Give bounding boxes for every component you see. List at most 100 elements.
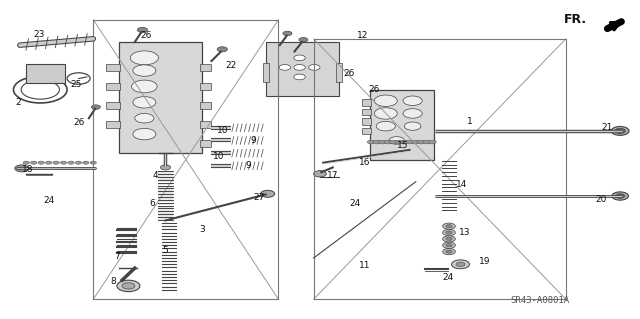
Circle shape <box>60 161 67 164</box>
Circle shape <box>417 140 425 144</box>
Text: 11: 11 <box>359 261 371 271</box>
Text: 23: 23 <box>33 30 45 39</box>
FancyBboxPatch shape <box>106 102 120 109</box>
Text: 17: 17 <box>327 171 339 180</box>
Circle shape <box>135 114 154 123</box>
Text: 5: 5 <box>163 246 168 255</box>
Text: 20: 20 <box>595 195 607 204</box>
FancyBboxPatch shape <box>370 90 434 160</box>
Text: 2: 2 <box>16 98 21 107</box>
Circle shape <box>404 122 421 130</box>
Text: 26: 26 <box>369 85 380 94</box>
Circle shape <box>374 108 397 119</box>
Text: 10: 10 <box>217 126 228 135</box>
Circle shape <box>446 237 452 241</box>
Text: 24: 24 <box>43 196 54 205</box>
FancyBboxPatch shape <box>26 64 65 83</box>
Circle shape <box>217 47 227 52</box>
Text: 10: 10 <box>213 152 225 161</box>
Text: 24: 24 <box>442 272 453 281</box>
Circle shape <box>294 74 305 80</box>
Circle shape <box>294 64 305 70</box>
Circle shape <box>138 27 148 33</box>
Text: SR43-A0801A: SR43-A0801A <box>511 296 570 305</box>
Circle shape <box>446 231 452 234</box>
FancyBboxPatch shape <box>200 102 211 109</box>
Circle shape <box>456 262 465 267</box>
Circle shape <box>452 260 469 269</box>
Text: 15: 15 <box>397 141 409 150</box>
Circle shape <box>367 140 375 144</box>
Circle shape <box>403 96 422 106</box>
Circle shape <box>615 128 625 133</box>
Circle shape <box>299 38 308 42</box>
Circle shape <box>308 64 320 70</box>
Text: 24: 24 <box>349 199 361 208</box>
Text: 19: 19 <box>479 257 490 266</box>
Circle shape <box>443 242 456 249</box>
Circle shape <box>294 55 305 61</box>
Circle shape <box>279 64 291 70</box>
FancyBboxPatch shape <box>336 63 342 82</box>
Circle shape <box>443 249 456 255</box>
FancyBboxPatch shape <box>266 42 339 96</box>
Circle shape <box>612 192 628 200</box>
Text: 1: 1 <box>467 117 473 126</box>
Circle shape <box>401 140 408 144</box>
Circle shape <box>376 122 396 131</box>
Text: 12: 12 <box>357 31 369 40</box>
Circle shape <box>53 161 60 164</box>
Circle shape <box>133 65 156 76</box>
Circle shape <box>374 95 397 107</box>
Circle shape <box>133 128 156 140</box>
Circle shape <box>122 283 135 289</box>
Circle shape <box>132 80 157 93</box>
Circle shape <box>131 51 159 65</box>
Text: FR.: FR. <box>564 13 587 26</box>
Circle shape <box>423 140 431 144</box>
FancyBboxPatch shape <box>106 63 120 71</box>
Circle shape <box>611 126 629 135</box>
Circle shape <box>31 161 37 164</box>
Circle shape <box>68 161 74 164</box>
FancyBboxPatch shape <box>362 99 371 106</box>
Circle shape <box>92 105 100 109</box>
Circle shape <box>15 165 29 172</box>
Text: 25: 25 <box>70 80 82 89</box>
Circle shape <box>373 140 381 144</box>
FancyBboxPatch shape <box>200 122 211 128</box>
Circle shape <box>446 244 452 247</box>
Text: 18: 18 <box>22 165 34 174</box>
FancyBboxPatch shape <box>262 63 269 82</box>
Text: 9: 9 <box>250 136 256 145</box>
Circle shape <box>161 165 171 170</box>
Circle shape <box>443 223 456 229</box>
FancyBboxPatch shape <box>362 118 371 124</box>
Circle shape <box>412 140 419 144</box>
Text: 6: 6 <box>149 199 155 208</box>
Circle shape <box>616 194 625 198</box>
Circle shape <box>395 140 403 144</box>
Circle shape <box>443 236 456 242</box>
Circle shape <box>260 190 275 197</box>
FancyBboxPatch shape <box>200 83 211 90</box>
Text: 13: 13 <box>459 228 470 237</box>
Text: 26: 26 <box>141 31 152 40</box>
Circle shape <box>23 161 29 164</box>
Circle shape <box>406 140 414 144</box>
Circle shape <box>83 161 89 164</box>
Circle shape <box>133 97 156 108</box>
FancyBboxPatch shape <box>362 128 371 134</box>
Circle shape <box>314 171 326 177</box>
Circle shape <box>283 31 292 36</box>
Text: 16: 16 <box>359 158 371 167</box>
Circle shape <box>446 225 452 228</box>
Circle shape <box>45 161 52 164</box>
Circle shape <box>390 140 397 144</box>
FancyBboxPatch shape <box>362 109 371 115</box>
Text: 4: 4 <box>152 171 158 180</box>
Circle shape <box>429 140 436 144</box>
Text: 27: 27 <box>253 193 265 202</box>
Circle shape <box>38 161 44 164</box>
Text: 26: 26 <box>73 118 84 128</box>
